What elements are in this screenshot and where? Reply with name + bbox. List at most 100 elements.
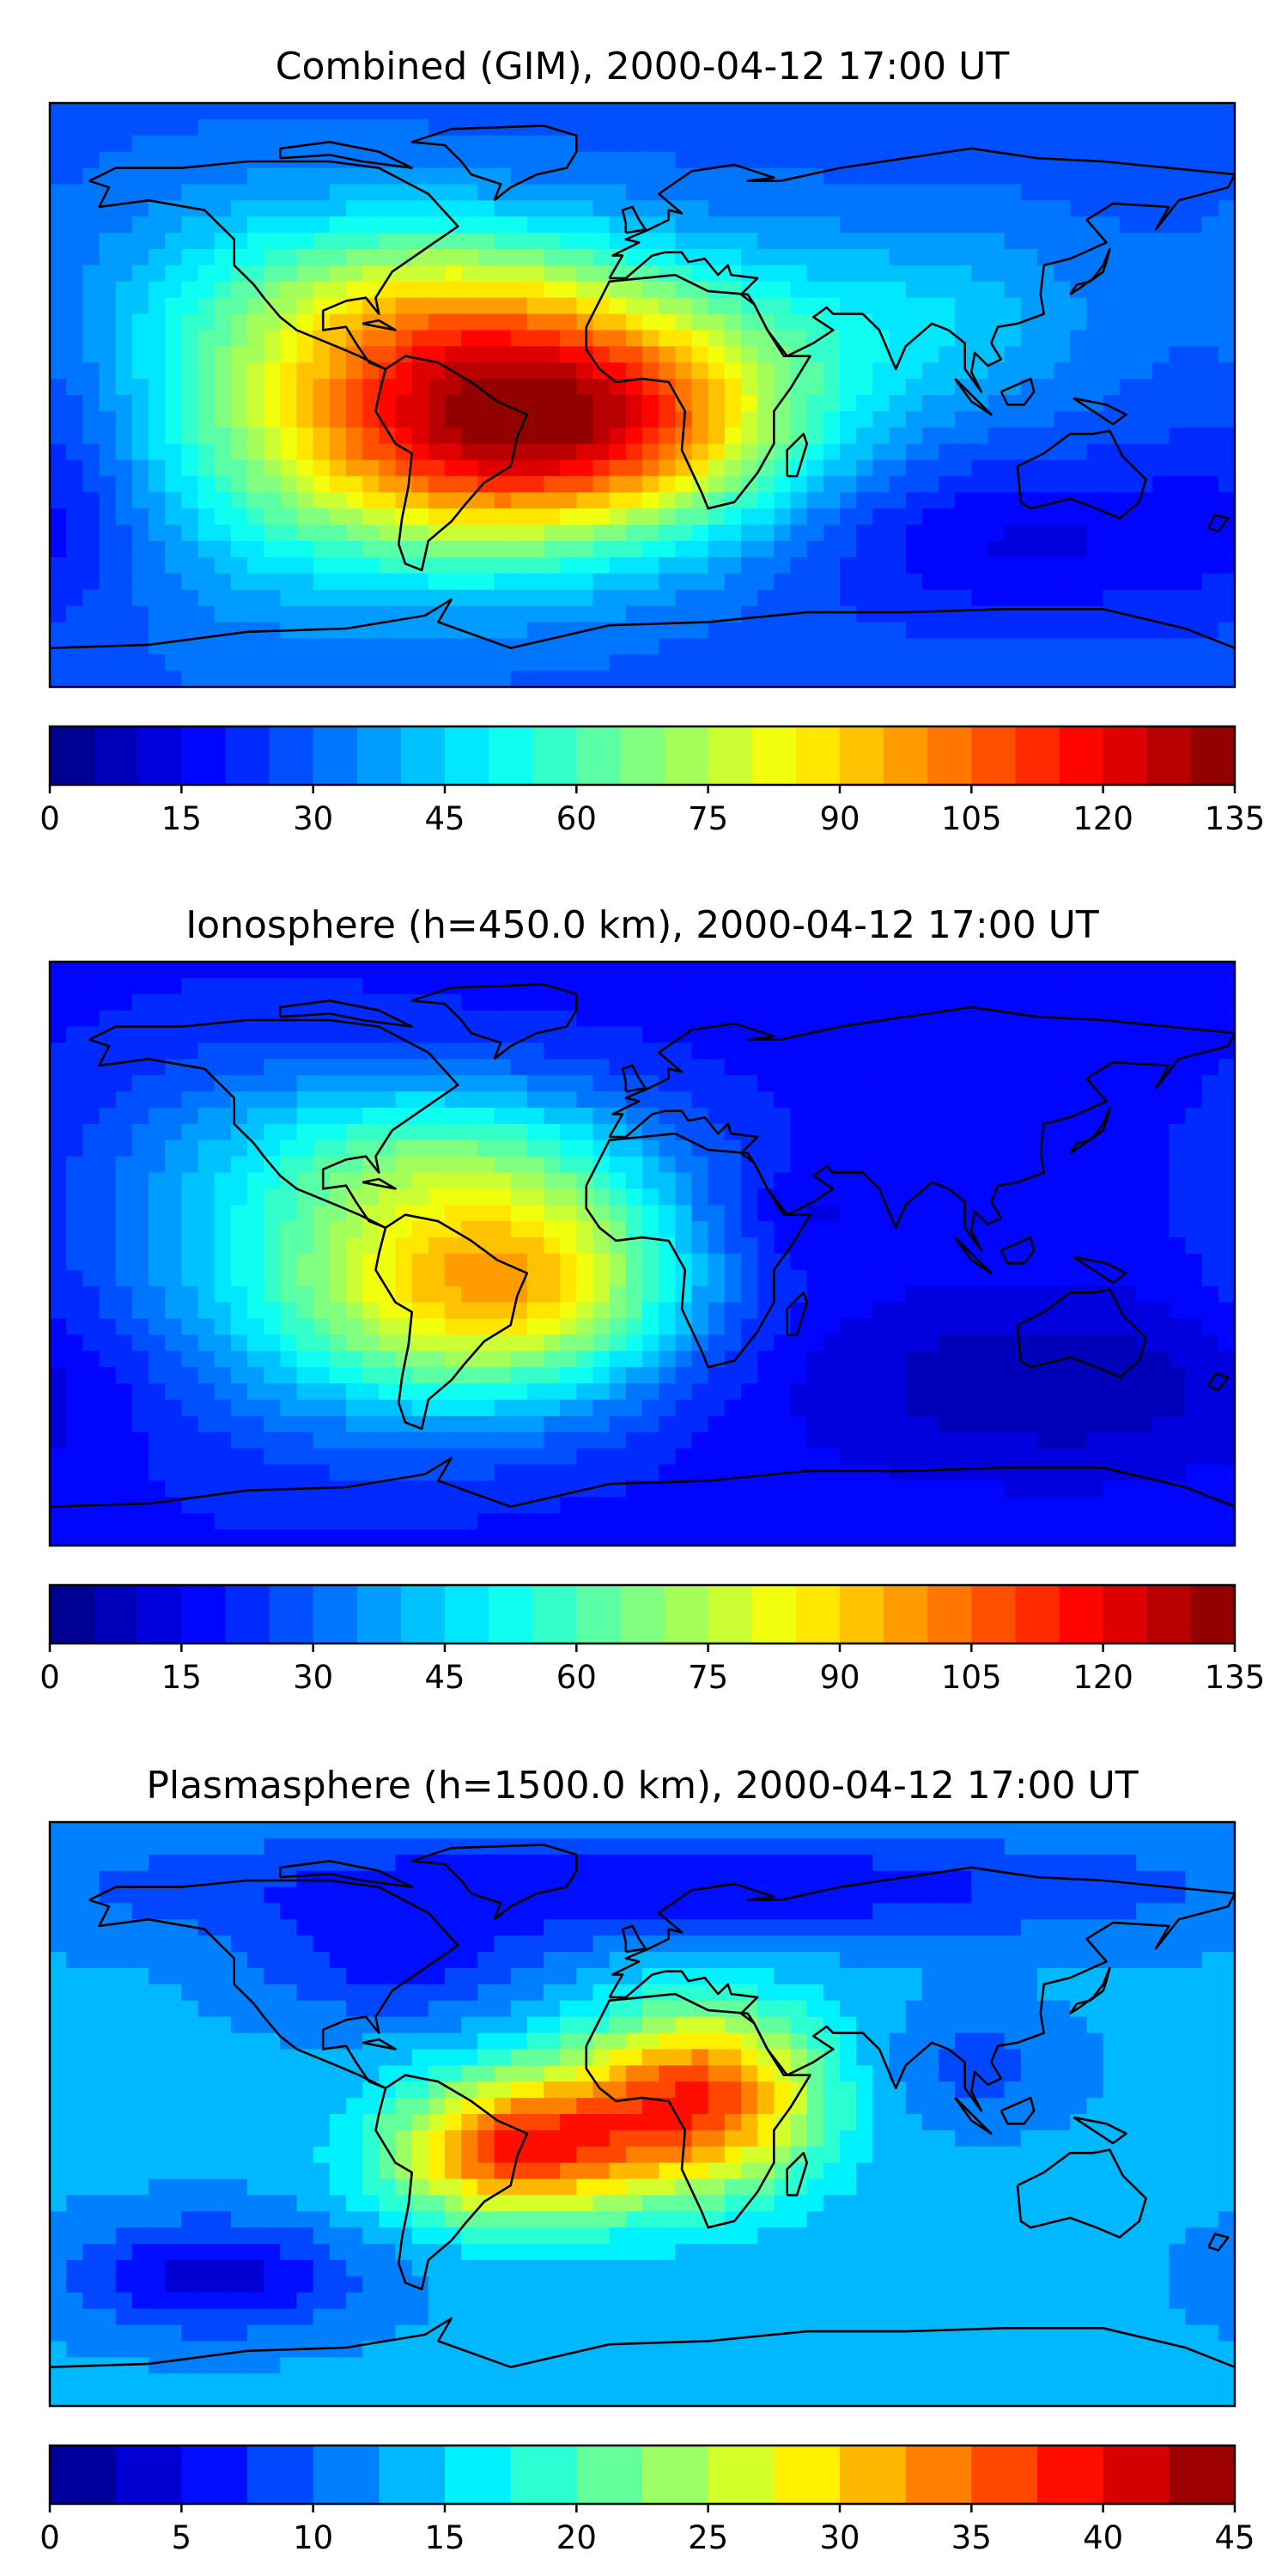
map-cell [197, 379, 216, 396]
map-cell [526, 993, 544, 1012]
map-cell [889, 1351, 907, 1368]
map-cell [889, 638, 907, 655]
map-cell [1201, 233, 1219, 250]
map-cell [708, 1367, 726, 1384]
map-cell [856, 1367, 873, 1384]
map-cell [609, 1269, 627, 1287]
map-cell [461, 1431, 478, 1449]
map-cell [592, 395, 611, 412]
map-cell [510, 1351, 528, 1368]
map-cell [1218, 346, 1235, 363]
map-cell [609, 1139, 627, 1157]
map-cell [856, 233, 873, 250]
map-cell [675, 1367, 693, 1384]
map-cell [955, 103, 972, 120]
map-cell [544, 427, 561, 445]
map-cell [1119, 1156, 1137, 1174]
map-cell [625, 1188, 643, 1206]
map-cell [510, 654, 528, 671]
map-cell [790, 525, 808, 542]
map-cell [724, 1269, 742, 1287]
map-cell [362, 671, 380, 687]
map-cell [428, 1269, 446, 1287]
map-cell [329, 184, 347, 201]
map-cell [1136, 103, 1153, 120]
map-cell [181, 1042, 199, 1060]
map-cell [1020, 1302, 1038, 1320]
map-cell [806, 249, 824, 266]
map-cell [526, 671, 544, 687]
map-cell [1070, 541, 1088, 558]
map-cell [872, 1026, 890, 1044]
map-cell [115, 135, 133, 153]
map-cell [939, 476, 956, 493]
map-cell [971, 1302, 989, 1320]
tec-map [50, 962, 1235, 1546]
map-cell [1086, 1139, 1104, 1157]
map-cell [149, 589, 166, 607]
map-cell [1004, 1400, 1022, 1417]
map-cell [494, 1156, 512, 1174]
map-cell [510, 249, 528, 266]
map-cell [1169, 1285, 1187, 1303]
map-cell [625, 476, 643, 493]
map-cell [477, 233, 495, 250]
map-cell [1119, 1075, 1137, 1092]
map-cell [181, 977, 199, 995]
map-cell [872, 1108, 890, 1125]
map-cell [1037, 977, 1054, 995]
map-cell [609, 1464, 627, 1482]
map-cell [1054, 508, 1071, 526]
map-cell [1152, 671, 1170, 687]
map-cell [1103, 1415, 1121, 1433]
map-cell [99, 589, 117, 607]
map-cell [477, 264, 495, 283]
map-cell [296, 1123, 314, 1141]
map-cell [576, 1383, 594, 1400]
map-cell [131, 297, 149, 315]
map-cell [741, 362, 758, 380]
map-cell [741, 1010, 758, 1028]
map-cell [477, 135, 495, 153]
map-cell [181, 1334, 199, 1352]
map-cell [840, 605, 857, 623]
map-cell [971, 1091, 989, 1109]
map-cell [99, 1188, 117, 1206]
map-cell [165, 671, 182, 687]
map-cell [1086, 1285, 1104, 1303]
map-cell [1152, 395, 1170, 412]
map-cell [592, 1205, 611, 1222]
map-cell [230, 1318, 248, 1336]
map-cell [296, 1221, 314, 1238]
map-cell [560, 589, 577, 607]
map-cell [987, 379, 1005, 396]
map-cell [1201, 622, 1219, 639]
map-cell [66, 1205, 83, 1222]
map-cell [872, 297, 890, 315]
map-cell [494, 281, 512, 299]
map-cell [1169, 1318, 1187, 1336]
map-cell [872, 1415, 890, 1433]
map-cell [247, 1205, 264, 1222]
map-cell [1185, 427, 1203, 445]
map-cell [576, 118, 594, 137]
map-cell [510, 492, 528, 509]
map-cell [576, 1302, 594, 1320]
map-cell [724, 1351, 742, 1368]
map-cell [428, 379, 446, 396]
map-cell [214, 1448, 232, 1466]
map-cell [921, 638, 939, 655]
map-cell [675, 103, 693, 120]
map-cell [66, 1367, 83, 1384]
map-cell [560, 1383, 577, 1400]
map-cell [197, 1123, 216, 1141]
map-cell [1169, 443, 1187, 461]
map-cell [214, 541, 232, 558]
map-cell [806, 1400, 824, 1417]
map-cell [296, 281, 314, 299]
map-cell [576, 459, 594, 477]
map-cell [526, 1123, 544, 1141]
map-cell [971, 977, 989, 995]
map-cell [247, 1042, 264, 1060]
map-cell [1103, 1351, 1121, 1368]
